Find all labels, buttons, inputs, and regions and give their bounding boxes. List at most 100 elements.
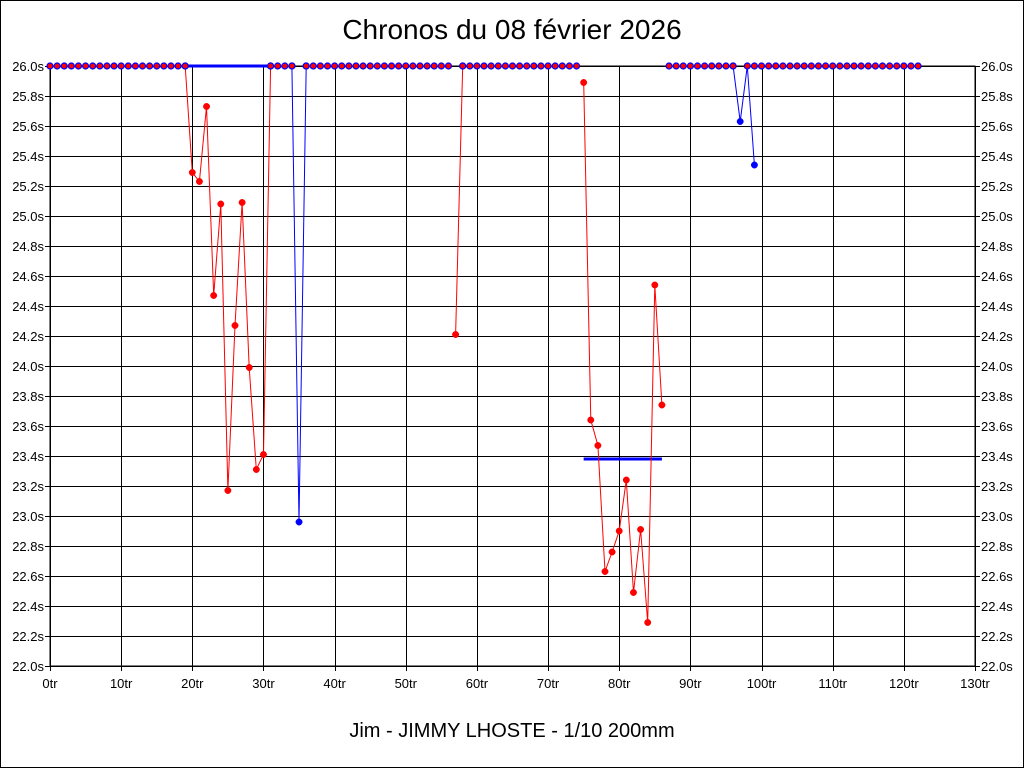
data-point xyxy=(900,62,908,70)
data-point xyxy=(551,62,559,70)
x-tick-label: 40tr xyxy=(323,676,346,691)
data-point xyxy=(217,200,225,208)
data-point xyxy=(821,62,830,70)
data-point xyxy=(466,62,474,70)
data-point xyxy=(750,62,759,70)
data-point xyxy=(843,62,851,70)
chart-title: Chronos du 08 février 2026 xyxy=(342,14,682,45)
x-tick-label: 70tr xyxy=(537,676,560,691)
data-point xyxy=(893,62,901,70)
data-point xyxy=(750,161,758,169)
data-point xyxy=(651,281,659,289)
data-point xyxy=(530,62,538,70)
y-tick-label-left: 23.2s xyxy=(12,479,44,494)
data-point xyxy=(295,518,303,526)
data-point xyxy=(608,548,616,556)
y-tick-label-left: 22.2s xyxy=(12,629,44,644)
data-point xyxy=(615,527,623,535)
data-point xyxy=(722,62,730,70)
data-point xyxy=(380,62,389,70)
x-tick-label: 120tr xyxy=(889,676,919,691)
data-point xyxy=(914,62,922,70)
data-point xyxy=(857,62,865,70)
data-point xyxy=(266,62,275,70)
y-tick-label-right: 25.6s xyxy=(981,119,1013,134)
data-point xyxy=(736,118,744,125)
y-tick-label-left: 24.8s xyxy=(12,239,44,254)
x-tick-label: 30tr xyxy=(252,676,275,691)
data-point xyxy=(679,62,687,70)
data-point xyxy=(644,619,652,626)
data-point xyxy=(103,62,111,70)
y-tick-label-left: 24.4s xyxy=(12,299,44,314)
x-tick-label: 20tr xyxy=(181,676,204,691)
x-tick-label: 90tr xyxy=(679,676,702,691)
data-point xyxy=(658,401,666,409)
data-point xyxy=(238,199,246,206)
data-point xyxy=(708,62,716,70)
y-tick-label-left: 23.8s xyxy=(12,389,44,404)
data-point xyxy=(878,62,887,70)
data-point xyxy=(124,62,132,70)
data-point xyxy=(537,62,545,70)
data-point xyxy=(210,292,218,299)
data-point xyxy=(814,62,823,70)
x-tick-label: 50tr xyxy=(395,676,418,691)
data-point xyxy=(715,62,723,70)
data-point xyxy=(516,62,524,70)
data-point xyxy=(886,62,894,70)
data-point xyxy=(67,62,75,70)
data-point xyxy=(89,62,97,70)
x-tick-label: 110tr xyxy=(818,676,847,691)
data-point xyxy=(630,589,637,596)
data-point xyxy=(729,62,737,70)
series-line xyxy=(583,82,663,623)
data-point xyxy=(459,62,467,70)
data-point xyxy=(53,62,61,70)
data-point xyxy=(907,62,915,70)
y-tick-label-right: 25.0s xyxy=(981,209,1013,224)
data-point xyxy=(402,62,410,70)
data-point xyxy=(793,62,801,70)
data-point xyxy=(544,62,552,70)
data-point xyxy=(829,62,837,70)
data-point xyxy=(46,62,54,70)
data-point xyxy=(779,62,787,70)
data-point xyxy=(871,62,879,70)
data-point xyxy=(601,568,609,575)
series-line xyxy=(732,65,755,166)
data-point xyxy=(807,62,815,70)
data-point xyxy=(181,62,189,70)
data-point xyxy=(850,62,858,70)
data-point xyxy=(444,62,453,70)
data-point xyxy=(572,62,581,70)
y-tick-label-left: 25.6s xyxy=(12,119,44,134)
data-point xyxy=(580,79,588,86)
data-point xyxy=(195,178,203,185)
data-point xyxy=(416,62,424,70)
data-point xyxy=(757,62,766,70)
y-tick-label-right: 22.8s xyxy=(981,539,1013,554)
data-point xyxy=(366,62,374,70)
data-point xyxy=(252,466,260,473)
series-line xyxy=(455,65,464,335)
reference-lines xyxy=(185,64,662,461)
data-point xyxy=(800,62,808,70)
y-tick-label-left: 24.6s xyxy=(12,269,44,284)
data-point xyxy=(864,62,872,70)
y-tick-label-left: 23.0s xyxy=(12,509,44,524)
data-point xyxy=(587,416,595,424)
data-point xyxy=(430,62,438,70)
x-tick-label: 130tr xyxy=(960,676,990,691)
y-tick-label-left: 24.0s xyxy=(12,359,44,374)
data-point xyxy=(174,62,182,70)
data-point xyxy=(302,62,310,70)
y-tick-label-left: 25.0s xyxy=(12,209,44,224)
data-point xyxy=(160,62,168,70)
y-tick-label-right: 26.0s xyxy=(981,59,1013,74)
y-tick-label-left: 22.6s xyxy=(12,569,44,584)
y-tick-label-right: 24.2s xyxy=(981,329,1013,344)
y-tick-label-right: 22.2s xyxy=(981,629,1013,644)
